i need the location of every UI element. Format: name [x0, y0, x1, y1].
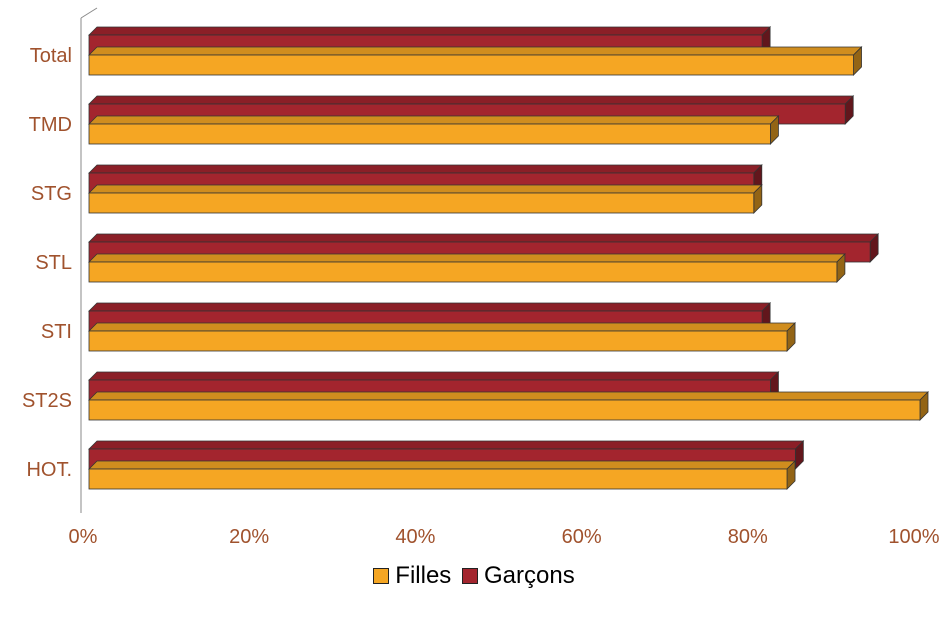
bar-filles	[88, 115, 780, 145]
bar-filles	[88, 322, 797, 352]
x-tick-label: 60%	[562, 526, 602, 548]
category-label: HOT.	[26, 459, 72, 481]
axes	[80, 7, 98, 513]
category-labels: Total TMD STG STL STI ST2S HOT.	[22, 45, 72, 481]
category-label: STL	[35, 252, 72, 274]
bar-filles	[88, 253, 846, 283]
category-label: STG	[31, 183, 72, 205]
bar-filles	[88, 46, 863, 76]
category-label: ST2S	[22, 390, 72, 412]
legend: Filles Garçons	[0, 562, 948, 591]
legend-swatch-garcons	[461, 568, 478, 584]
legend-item-filles: Filles	[373, 562, 451, 590]
legend-item-garcons: Garçons	[461, 562, 575, 590]
legend-label-filles: Filles	[395, 562, 452, 589]
x-tick-labels: 0% 20% 40% 60% 80% 100%	[69, 526, 940, 548]
category-label: TMD	[29, 114, 72, 136]
x-tick-label: 80%	[728, 526, 768, 548]
bar-filles	[88, 184, 763, 214]
bars	[88, 26, 929, 490]
x-tick-label: 100%	[888, 526, 939, 548]
x-tick-label: 20%	[229, 526, 269, 548]
x-tick-label: 0%	[69, 526, 98, 548]
category-label: Total	[30, 45, 72, 67]
bar-filles	[88, 460, 797, 490]
legend-swatch-filles	[373, 568, 390, 584]
bar-filles	[88, 391, 929, 421]
x-tick-label: 40%	[395, 526, 435, 548]
axis-depth-line	[80, 7, 98, 19]
category-label: STI	[41, 321, 72, 343]
legend-label-garcons: Garçons	[483, 562, 575, 589]
